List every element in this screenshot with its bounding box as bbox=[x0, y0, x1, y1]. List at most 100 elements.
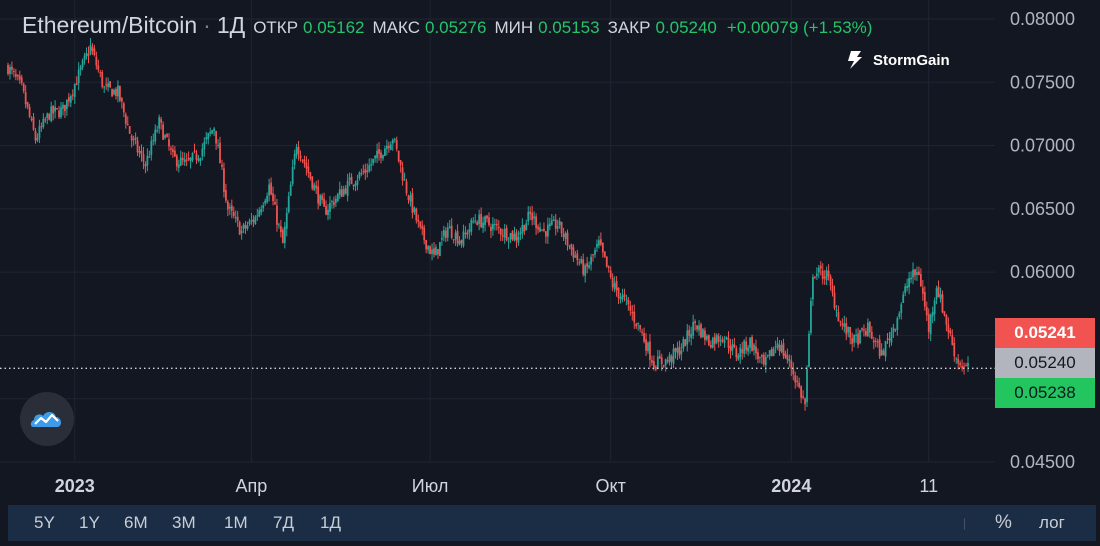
candle-body bbox=[656, 356, 659, 370]
candle-body bbox=[309, 172, 312, 179]
candle-body bbox=[287, 196, 290, 212]
candle-body bbox=[221, 164, 223, 167]
candle-body bbox=[764, 356, 767, 366]
candle-body bbox=[611, 277, 614, 288]
candle-body bbox=[248, 220, 251, 225]
candle-body bbox=[959, 363, 962, 365]
candle-body bbox=[468, 229, 471, 233]
candle-body bbox=[234, 216, 237, 218]
candle-body bbox=[181, 157, 184, 161]
candle-body bbox=[554, 219, 557, 229]
candle-body bbox=[54, 106, 57, 112]
range-1d-button[interactable]: 1Д bbox=[320, 513, 341, 532]
x-tick-label: 11 bbox=[919, 476, 938, 496]
candle-body bbox=[342, 189, 345, 196]
candle-body bbox=[613, 283, 616, 289]
cloud-chart-icon bbox=[30, 411, 62, 427]
candle-body bbox=[800, 386, 803, 398]
candle-body bbox=[254, 216, 257, 224]
range-3m-button[interactable]: 3M bbox=[172, 513, 196, 532]
candle-body bbox=[36, 137, 39, 141]
candle-body bbox=[397, 150, 400, 162]
range-1m-button[interactable]: 1M bbox=[224, 513, 248, 532]
candle-body bbox=[490, 226, 492, 231]
range-1y-button[interactable]: 1Y bbox=[79, 513, 100, 532]
candle-body bbox=[407, 195, 410, 200]
candle-body bbox=[399, 160, 402, 166]
candle-body bbox=[323, 198, 325, 207]
candle-body bbox=[64, 104, 66, 112]
candle-body bbox=[215, 130, 217, 144]
candle-body bbox=[592, 254, 594, 256]
candle-body bbox=[293, 154, 296, 165]
candle-body bbox=[177, 164, 180, 168]
candle-body bbox=[637, 322, 640, 325]
candle-body bbox=[886, 338, 889, 340]
candle-body bbox=[244, 225, 247, 229]
candle-body bbox=[617, 287, 620, 298]
candle-body bbox=[707, 335, 710, 346]
candle-body bbox=[629, 305, 632, 311]
candle-body bbox=[529, 211, 532, 214]
candle-body bbox=[111, 89, 113, 97]
range-6m-button[interactable]: 6M bbox=[124, 513, 148, 532]
candle-body bbox=[305, 162, 308, 169]
candle-body bbox=[941, 294, 944, 313]
candle-body bbox=[431, 249, 433, 254]
candle-body bbox=[187, 157, 190, 160]
brand-name: StormGain bbox=[873, 51, 950, 69]
candle-body bbox=[120, 98, 123, 102]
candle-body bbox=[385, 145, 388, 150]
candle-body bbox=[358, 172, 361, 179]
candle-body bbox=[276, 205, 278, 225]
y-tick-label: 0.06000 bbox=[1010, 262, 1075, 282]
candle-body bbox=[16, 75, 19, 77]
candle-body bbox=[93, 48, 96, 55]
candle-body bbox=[378, 148, 380, 154]
candle-body bbox=[236, 216, 239, 221]
candles bbox=[7, 38, 969, 411]
candle-body bbox=[515, 232, 518, 241]
candle-body bbox=[890, 332, 893, 343]
candle-body bbox=[462, 231, 465, 246]
interval-label[interactable]: 1Д bbox=[216, 12, 246, 38]
candle-body bbox=[527, 211, 530, 222]
tradingview-logo-button[interactable] bbox=[20, 392, 74, 446]
candle-body bbox=[537, 226, 539, 230]
candle-body bbox=[757, 352, 759, 360]
candle-body bbox=[442, 229, 445, 237]
log-scale-toggle[interactable]: лог bbox=[1039, 513, 1065, 532]
candle-body bbox=[747, 347, 750, 352]
candle-body bbox=[880, 349, 883, 356]
candle-body bbox=[931, 311, 934, 317]
candle-body bbox=[423, 227, 426, 241]
range-7d-button[interactable]: 7Д bbox=[273, 513, 294, 532]
candle-body bbox=[368, 165, 371, 172]
candle-body bbox=[331, 201, 333, 203]
candle-body bbox=[374, 155, 377, 159]
candle-body bbox=[440, 237, 443, 240]
percent-scale-toggle[interactable]: % bbox=[995, 512, 1012, 533]
candle-body bbox=[464, 232, 467, 234]
candle-body bbox=[768, 350, 771, 356]
candle-body bbox=[9, 66, 11, 74]
candle-body bbox=[389, 144, 392, 150]
candle-body bbox=[175, 155, 178, 167]
candle-body bbox=[566, 232, 569, 246]
candle-body bbox=[393, 138, 396, 140]
candle-body bbox=[50, 106, 53, 122]
candle-body bbox=[833, 292, 836, 309]
candle-body bbox=[30, 118, 33, 120]
candle-body bbox=[327, 209, 329, 216]
candle-body bbox=[700, 324, 702, 338]
candle-body bbox=[596, 243, 598, 248]
lightning-icon bbox=[848, 51, 862, 69]
candle-body bbox=[888, 338, 891, 341]
range-5y-button[interactable]: 5Y bbox=[34, 513, 55, 532]
candle-body bbox=[281, 229, 284, 244]
candle-body bbox=[242, 224, 245, 229]
candle-body bbox=[197, 158, 200, 161]
candle-body bbox=[849, 327, 852, 338]
y-tick-label: 0.07500 bbox=[1010, 72, 1075, 92]
